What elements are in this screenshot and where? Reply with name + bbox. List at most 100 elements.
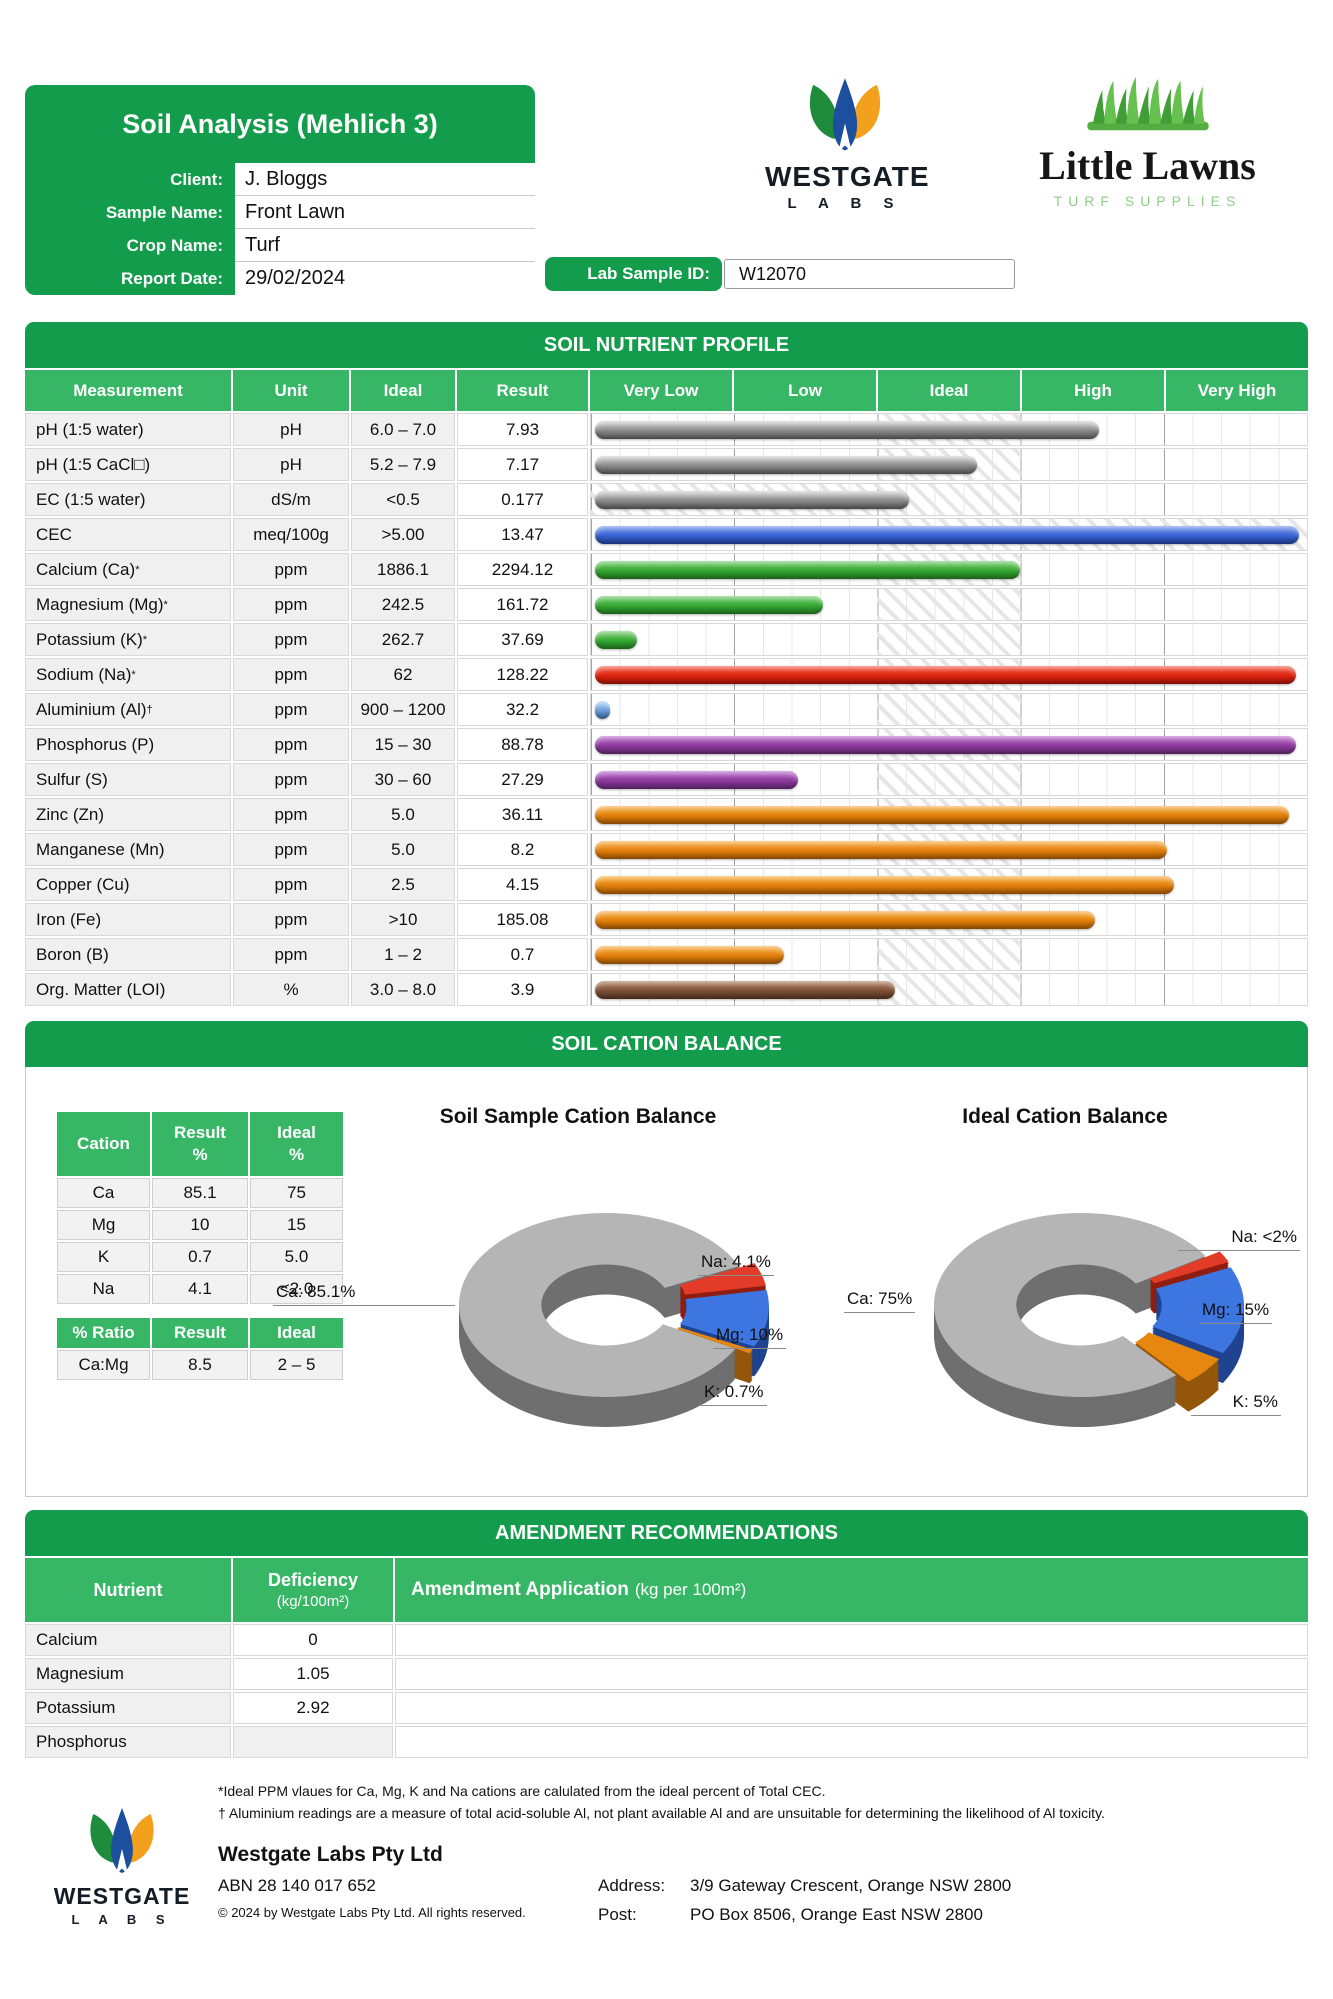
westgate-wordmark: WESTGATE [53,1883,191,1909]
client-fields: Client: J. Bloggs Sample Name: Front Lawn Cr… [25,163,535,295]
amend-col-nutrient: Nutrient [25,1558,231,1622]
amend-deficiency-cell: 2.92 [233,1692,393,1724]
result-bar [595,841,1167,859]
ratio-cell: 2 – 5 [250,1350,343,1380]
nutrient-bar-cell [590,588,1308,621]
amend-nutrient-cell: Phosphorus [25,1726,231,1758]
nutrient-bar-cell [590,973,1308,1006]
cation-col-header: Cation [57,1112,150,1176]
nutrient-col-header: Measurement [25,370,231,411]
deficiency-label: Deficiency [267,1570,359,1590]
nutrient-bar-cell [590,518,1308,551]
measurement-cell: Calcium (Ca) * [25,553,231,586]
result-bar [595,771,799,789]
amend-col-application: Amendment Application (kg per 100m²) [395,1558,1308,1622]
measurement-cell: EC (1:5 water) [25,483,231,516]
nutrient-table-row: Org. Matter (LOI)% 3.0 – 8.0 3.9 [25,973,1308,1006]
ideal-label-mg: Mg: 15% [1199,1300,1273,1324]
client-field-row: Crop Name: Turf [25,229,535,262]
result-cell: 3.9 [457,973,588,1006]
result-bar [595,596,824,614]
cation-cell: <2.0 [250,1274,343,1304]
amend-nutrient-cell: Potassium [25,1692,231,1724]
ideal-cell: 1886.1 [351,553,455,586]
unit-cell: ppm [233,658,349,691]
cation-cell: 4.1 [152,1274,248,1304]
footnote-aluminium: † Aluminium readings are a measure of to… [218,1805,1105,1821]
ideal-chart-title: Ideal Cation Balance [962,1105,1168,1128]
unit-cell: ppm [233,553,349,586]
nutrient-bar-cell [590,903,1308,936]
sample-label-ca: Ca: 85.1% [273,1282,455,1306]
ideal-range-band [877,694,1021,725]
result-bar [595,421,1099,439]
cation-table: Cation Result % Ideal % Ca 85.1 75 Mg 10 15 K 0.7 5… [57,1112,343,1304]
nutrient-bar-cell [590,798,1308,831]
nutrient-table-row: Potassium (K) * ppm 262.7 37.69 [25,623,1308,656]
nutrient-table-header: Measurement Unit Ideal Result Very Low Low Ide… [25,370,1308,411]
westgate-labs-label: L A B S [787,195,903,212]
unit-cell: ppm [233,798,349,831]
result-cell: 2294.12 [457,553,588,586]
amend-deficiency-cell: 1.05 [233,1658,393,1690]
nutrient-bar-cell [590,658,1308,691]
ideal-cell: 5.0 [351,798,455,831]
field-label: Crop Name: [126,235,223,255]
unit-cell: pH [233,413,349,446]
amendments-section: AMENDMENT RECOMMENDATIONS Nutrient Defic… [25,1510,1308,1758]
ideal-cell: 6.0 – 7.0 [351,413,455,446]
measurement-cell: Magnesium (Mg) * [25,588,231,621]
nutrient-table-row: Boron (B) ppm 1 – 2 0.7 [25,938,1308,971]
measurement-cell: Boron (B) [25,938,231,971]
result-bar [595,981,895,999]
cation-balance-body: Soil Sample Cation Balance Ideal Cation … [25,1067,1308,1497]
result-bar [595,911,1096,929]
cation-cell: K [57,1242,150,1272]
ideal-cell: 900 – 1200 [351,693,455,726]
unit-cell: meq/100g [233,518,349,551]
measurement-cell: Zinc (Zn) [25,798,231,831]
footnote-ideal-ppm: *Ideal PPM vlaues for Ca, Mg, K and Na c… [218,1783,826,1799]
amendments-table-body: Calcium 0 Magnesium 1.05 Potassium 2.92 Phosph… [25,1624,1308,1758]
cation-cell: Na [57,1274,150,1304]
nutrient-profile-title: SOIL NUTRIENT PROFILE [25,322,1308,368]
little-lawns-wordmark: Little Lawns [1039,143,1256,188]
footer-address: 3/9 Gateway Crescent, Orange NSW 2800 [690,1876,1012,1895]
unit-cell: ppm [233,833,349,866]
ratio-col-header: Result [152,1318,248,1348]
result-cell: 0.177 [457,483,588,516]
ratio-col-header: % Ratio [57,1318,150,1348]
lab-sample-id-value: W12070 [724,259,1015,289]
cation-cell: 5.0 [250,1242,343,1272]
amend-nutrient-cell: Calcium [25,1624,231,1656]
nutrient-table-row: Iron (Fe) ppm >10 185.08 [25,903,1308,936]
nutrient-col-header: Ideal [351,370,455,411]
measurement-cell: Aluminium (Al) † [25,693,231,726]
westgate-leaves-icon [809,78,881,153]
unit-cell: ppm [233,588,349,621]
result-bar [595,666,1296,684]
report-header-block: Soil Analysis (Mehlich 3) Client: J. Blog… [25,85,535,295]
ideal-cell: 30 – 60 [351,763,455,796]
scale-col-header: Low [734,370,876,411]
measurement-cell: Copper (Cu) [25,868,231,901]
footnotes: *Ideal PPM vlaues for Ca, Mg, K and Na c… [218,1780,1105,1824]
sample-chart-title: Soil Sample Cation Balance [439,1105,717,1128]
nutrient-bar-cell [590,553,1308,586]
unit-cell: ppm [233,903,349,936]
nutrient-table-row: Sodium (Na) * ppm 62 128.22 [25,658,1308,691]
result-bar [595,736,1296,754]
nutrient-scale-header: Very Low Low Ideal High Very High [590,370,1308,411]
amend-deficiency-cell: 0 [233,1624,393,1656]
field-label: Client: [170,169,223,189]
westgate-footer-logo: WESTGATE L A B S [42,1808,202,1927]
amend-application-cell [395,1726,1308,1758]
nutrient-table-row: Copper (Cu) ppm 2.5 4.15 [25,868,1308,901]
result-cell: 0.7 [457,938,588,971]
ratio-cell: Ca:Mg [57,1350,150,1380]
ideal-range-band [877,974,1021,1005]
page-title: Soil Analysis (Mehlich 3) [122,108,438,139]
footer-post: PO Box 8506, Orange East NSW 2800 [690,1905,983,1924]
cation-cell: 10 [152,1210,248,1240]
